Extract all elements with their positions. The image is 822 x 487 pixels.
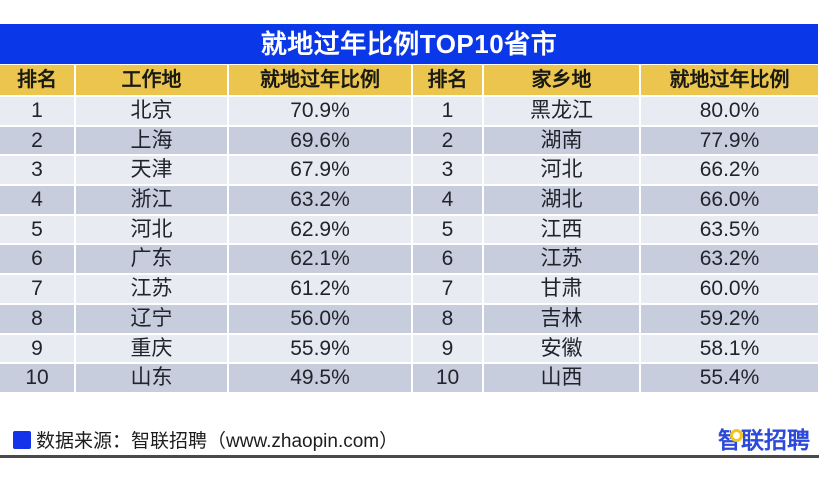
table-0-row-9-region: 重庆 <box>76 334 227 363</box>
table-1-row-8-rank: 8 <box>413 304 482 333</box>
table-0-row-10-ratio: 49.5% <box>229 364 411 392</box>
table-0-row-9-ratio: 55.9% <box>229 334 411 363</box>
table-0-row-3-ratio: 67.9% <box>229 156 411 185</box>
table-1-row-1-region: 黑龙江 <box>484 97 639 125</box>
zhaopin-logo: 智联招聘 <box>718 428 814 453</box>
table-0-row-1-region: 北京 <box>76 97 227 125</box>
table-0-row-1-ratio: 70.9% <box>229 97 411 125</box>
table-1-row-2-rank: 2 <box>413 126 482 155</box>
table-1-row-3-rank: 3 <box>413 156 482 185</box>
table-1-row-3-ratio: 66.2% <box>641 156 818 185</box>
table-1-row-8-ratio: 59.2% <box>641 304 818 333</box>
table-0-row-4-region: 浙江 <box>76 186 227 214</box>
table-0-row-9-rank: 9 <box>0 334 74 363</box>
table-1-row-7-ratio: 60.0% <box>641 275 818 303</box>
logo-ring-icon <box>730 429 743 442</box>
title-banner: 就地过年比例TOP10省市 <box>0 24 818 64</box>
table-1-row-6-rank: 6 <box>413 245 482 274</box>
table-0-row-6-region: 广东 <box>76 245 227 274</box>
tables-grid: 排名 工作地 就地过年比例 排名 家乡地 就地过年比例 1 北京 70.9% 1 黑龙江 80.0% 2… <box>0 65 818 392</box>
table-0-row-8-region: 辽宁 <box>76 304 227 333</box>
table-1-row-5-region: 江西 <box>484 215 639 244</box>
table-1-row-8-region: 吉林 <box>484 304 639 333</box>
table-1-row-10-region: 山西 <box>484 364 639 392</box>
table-1-header-ratio: 就地过年比例 <box>641 65 818 95</box>
table-1-row-3-region: 河北 <box>484 156 639 185</box>
table-1-row-6-ratio: 63.2% <box>641 245 818 274</box>
table-1-row-7-region: 甘肃 <box>484 275 639 303</box>
table-1-row-6-region: 江苏 <box>484 245 639 274</box>
table-1-row-2-region: 湖南 <box>484 126 639 155</box>
table-1-row-1-ratio: 80.0% <box>641 97 818 125</box>
table-1-row-7-rank: 7 <box>413 275 482 303</box>
table-0-row-10-region: 山东 <box>76 364 227 392</box>
table-0-row-7-ratio: 61.2% <box>229 275 411 303</box>
table-0-row-3-rank: 3 <box>0 156 74 185</box>
table-1-row-5-rank: 5 <box>413 215 482 244</box>
table-1-row-5-ratio: 63.5% <box>641 215 818 244</box>
table-0-row-5-ratio: 62.9% <box>229 215 411 244</box>
table-0-row-7-rank: 7 <box>0 275 74 303</box>
data-source: 数据来源：智联招聘（www.zhaopin.com） <box>13 429 399 452</box>
table-1-row-10-ratio: 55.4% <box>641 364 818 392</box>
table-0-row-1-rank: 1 <box>0 97 74 125</box>
table-1-row-1-rank: 1 <box>413 97 482 125</box>
table-0-header-rank: 排名 <box>0 65 74 95</box>
table-0-row-8-rank: 8 <box>0 304 74 333</box>
table-1-row-4-ratio: 66.0% <box>641 186 818 214</box>
table-0-header-ratio: 就地过年比例 <box>229 65 411 95</box>
table-1-row-4-region: 湖北 <box>484 186 639 214</box>
table-1-row-9-ratio: 58.1% <box>641 334 818 363</box>
table-0-row-5-rank: 5 <box>0 215 74 244</box>
table-0-row-5-region: 河北 <box>76 215 227 244</box>
table-0-row-2-region: 上海 <box>76 126 227 155</box>
table-1-row-9-rank: 9 <box>413 334 482 363</box>
table-1-row-9-region: 安徽 <box>484 334 639 363</box>
table-0-row-4-ratio: 63.2% <box>229 186 411 214</box>
table-0-row-10-rank: 10 <box>0 364 74 392</box>
source-square-icon <box>13 430 31 449</box>
table-0-row-8-ratio: 56.0% <box>229 304 411 333</box>
table-0-row-6-rank: 6 <box>0 245 74 274</box>
table-0-row-7-region: 江苏 <box>76 275 227 303</box>
table-1-header-rank: 排名 <box>413 65 482 95</box>
page-title: 就地过年比例TOP10省市 <box>260 29 558 59</box>
table-0-row-4-rank: 4 <box>0 186 74 214</box>
table-1-row-2-ratio: 77.9% <box>641 126 818 155</box>
table-0-header-region: 工作地 <box>76 65 227 95</box>
table-0-row-2-ratio: 69.6% <box>229 126 411 155</box>
table-0-row-2-rank: 2 <box>0 126 74 155</box>
table-1-row-10-rank: 10 <box>413 364 482 392</box>
table-0-row-3-region: 天津 <box>76 156 227 185</box>
source-text: 数据来源：智联招聘（www.zhaopin.com） <box>36 431 399 452</box>
bottom-divider <box>0 455 819 458</box>
table-1-row-4-rank: 4 <box>413 186 482 214</box>
table-1-header-region: 家乡地 <box>484 65 639 95</box>
table-0-row-6-ratio: 62.1% <box>229 245 411 274</box>
